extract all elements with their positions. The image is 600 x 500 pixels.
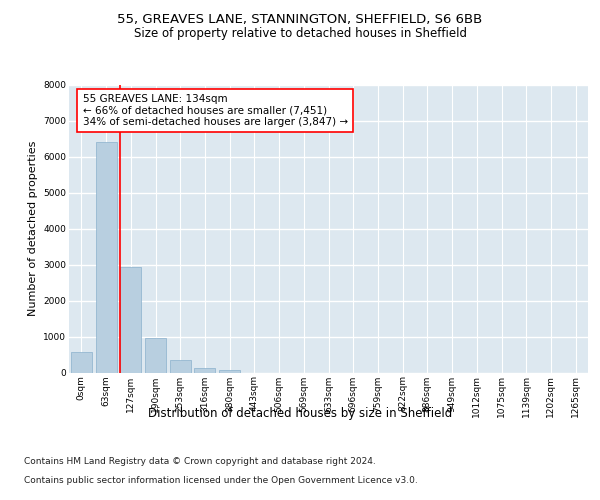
- Text: 55, GREAVES LANE, STANNINGTON, SHEFFIELD, S6 6BB: 55, GREAVES LANE, STANNINGTON, SHEFFIELD…: [118, 12, 482, 26]
- Text: Size of property relative to detached houses in Sheffield: Size of property relative to detached ho…: [133, 28, 467, 40]
- Bar: [145, 338, 166, 372]
- Text: Contains HM Land Registry data © Crown copyright and database right 2024.: Contains HM Land Registry data © Crown c…: [24, 458, 376, 466]
- Bar: [170, 360, 191, 372]
- Bar: [71, 352, 92, 372]
- Bar: [194, 368, 215, 372]
- Bar: [219, 370, 240, 372]
- Text: 55 GREAVES LANE: 134sqm
← 66% of detached houses are smaller (7,451)
34% of semi: 55 GREAVES LANE: 134sqm ← 66% of detache…: [83, 94, 348, 127]
- Bar: [95, 142, 116, 372]
- Text: Contains public sector information licensed under the Open Government Licence v3: Contains public sector information licen…: [24, 476, 418, 485]
- Y-axis label: Number of detached properties: Number of detached properties: [28, 141, 38, 316]
- Bar: [120, 267, 141, 372]
- Text: Distribution of detached houses by size in Sheffield: Distribution of detached houses by size …: [148, 408, 452, 420]
